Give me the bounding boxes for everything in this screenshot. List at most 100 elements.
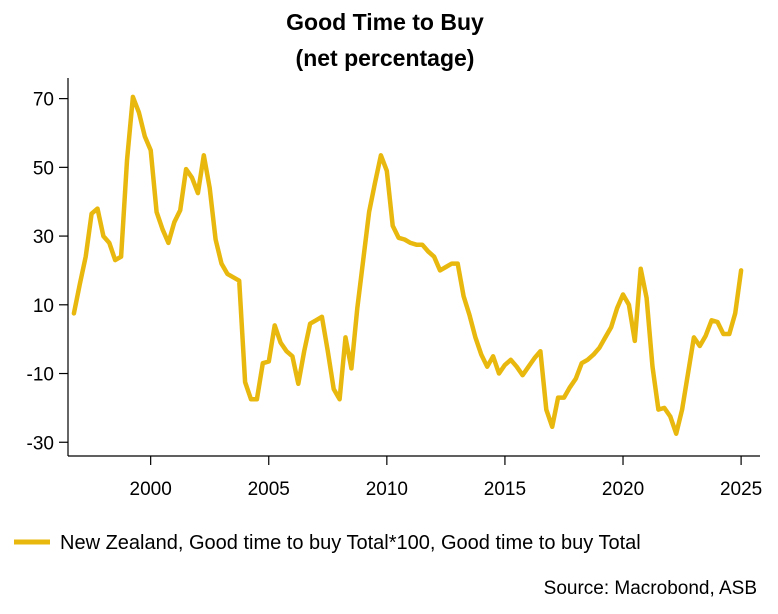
data-point: [397, 236, 400, 239]
data-point: [108, 241, 111, 245]
data-point: [125, 159, 129, 162]
data-point: [155, 210, 158, 214]
data-point: [657, 408, 660, 411]
data-point: [734, 312, 737, 315]
data-point: [574, 377, 577, 380]
data-point: [297, 382, 300, 386]
legend-label: New Zealand, Good time to buy Total*100,…: [60, 532, 641, 554]
data-point: [255, 398, 259, 401]
data-point: [722, 332, 725, 336]
data-point: [332, 387, 335, 391]
data-point: [515, 365, 518, 368]
data-point: [627, 303, 631, 306]
data-point: [580, 362, 583, 365]
data-point: [674, 432, 678, 435]
data-point: [438, 269, 442, 272]
data-point: [432, 255, 436, 258]
y-tick-label: 70: [33, 90, 54, 111]
data-point: [556, 396, 560, 399]
data-point: [421, 243, 424, 246]
data-point: [521, 374, 524, 377]
data-point: [604, 336, 607, 339]
data-point: [474, 336, 477, 339]
series-line-new-zealand-good-time-to-buy: [71, 94, 744, 436]
data-point: [184, 167, 188, 171]
data-point: [403, 238, 406, 241]
data-point: [698, 344, 701, 348]
chart-title: Good Time to Buy: [286, 9, 484, 35]
data-point: [373, 181, 377, 185]
data-point: [710, 319, 713, 322]
y-tick-label: -10: [27, 365, 54, 386]
data-point: [84, 255, 87, 258]
data-point: [338, 398, 341, 401]
data-point: [243, 380, 247, 384]
data-point: [344, 336, 347, 339]
data-point: [232, 276, 235, 279]
data-point: [96, 207, 99, 210]
data-point: [527, 365, 530, 368]
data-point: [645, 296, 648, 300]
data-point: [391, 224, 394, 227]
data-point: [444, 265, 448, 269]
data-point: [149, 148, 152, 152]
data-point: [379, 154, 383, 157]
data-point: [545, 408, 548, 411]
data-point: [90, 212, 93, 215]
data-point: [462, 295, 465, 298]
data-point: [633, 339, 637, 343]
x-tick-label: 2025: [720, 479, 762, 500]
data-point: [486, 365, 489, 368]
data-point: [509, 358, 513, 361]
data-point: [273, 324, 276, 327]
data-point: [291, 355, 294, 358]
data-point: [610, 325, 613, 329]
data-point: [143, 135, 146, 138]
y-ticks: 70 50 30 10 -10 -30: [27, 90, 68, 454]
x-tick-label: 2005: [248, 479, 290, 500]
data-point: [539, 349, 542, 353]
x-tick-label: 2020: [602, 479, 644, 500]
data-point: [704, 334, 707, 337]
data-point: [167, 241, 170, 245]
data-point: [562, 396, 566, 399]
data-point: [161, 228, 164, 231]
data-point: [728, 332, 731, 336]
data-point: [314, 319, 318, 322]
data-point: [615, 307, 619, 310]
data-point: [480, 353, 483, 356]
data-point: [586, 358, 589, 361]
data-point: [663, 406, 666, 410]
data-point: [196, 191, 200, 195]
plot-area: 70 50 30 10 -10 -30 2000 2005 2010 2015 2020 2025: [27, 78, 762, 500]
series-points: [72, 95, 743, 435]
data-point: [739, 269, 743, 272]
data-point: [178, 209, 182, 212]
data-point: [137, 111, 141, 114]
data-point: [426, 250, 430, 253]
x-tick-label: 2000: [130, 479, 172, 500]
data-point: [302, 349, 306, 353]
y-tick-label: 50: [33, 158, 54, 179]
x-tick-label: 2010: [366, 479, 408, 500]
data-point: [267, 360, 270, 363]
data-point: [362, 258, 365, 262]
data-point: [214, 238, 217, 241]
data-point: [503, 363, 507, 367]
data-point: [326, 349, 329, 353]
data-point: [651, 365, 654, 368]
data-point: [285, 349, 288, 353]
chart-subtitle: (net percentage): [296, 45, 475, 71]
data-point: [249, 398, 253, 401]
data-point: [131, 95, 135, 99]
data-point: [202, 154, 206, 157]
data-point: [173, 221, 176, 224]
data-point: [226, 272, 229, 276]
data-point: [72, 312, 76, 315]
data-point: [497, 372, 501, 375]
data-point: [78, 282, 82, 286]
data-point: [220, 262, 223, 265]
data-point: [320, 315, 324, 319]
data-point: [308, 322, 312, 325]
